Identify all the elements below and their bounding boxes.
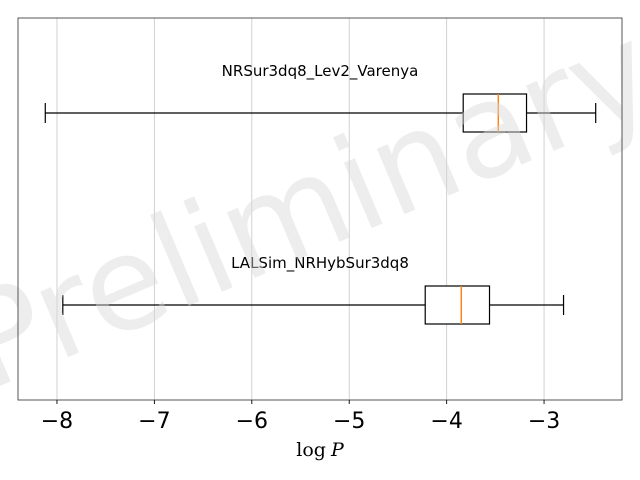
box-group: LALSim_NRHybSur3dq8: [62, 254, 565, 325]
series-label: NRSur3dq8_Lev2_Varenya: [222, 62, 419, 81]
x-tick-label: −4: [430, 409, 462, 434]
x-tick-label: −3: [528, 409, 560, 434]
grid-lines: [56, 18, 545, 400]
box-group: NRSur3dq8_Lev2_Varenya: [44, 62, 597, 133]
series-label: LALSim_NRHybSur3dq8: [231, 254, 409, 273]
boxes: NRSur3dq8_Lev2_Varenya LALSim_NRHybSur3dq…: [44, 62, 597, 325]
x-axis-label: log P: [296, 439, 345, 461]
x-axis-label-var: P: [330, 439, 345, 461]
x-axis-ticks: −8 −7 −6 −5 −4 −3: [41, 400, 560, 434]
x-tick-label: −5: [333, 409, 365, 434]
iqr-box: [462, 93, 528, 133]
plot-frame: [17, 17, 623, 401]
x-tick-label: −8: [41, 409, 73, 434]
iqr-box: [424, 285, 491, 325]
x-tick-label: −7: [138, 409, 170, 434]
x-axis-label-prefix: log: [296, 439, 326, 461]
x-tick-label: −6: [236, 409, 268, 434]
